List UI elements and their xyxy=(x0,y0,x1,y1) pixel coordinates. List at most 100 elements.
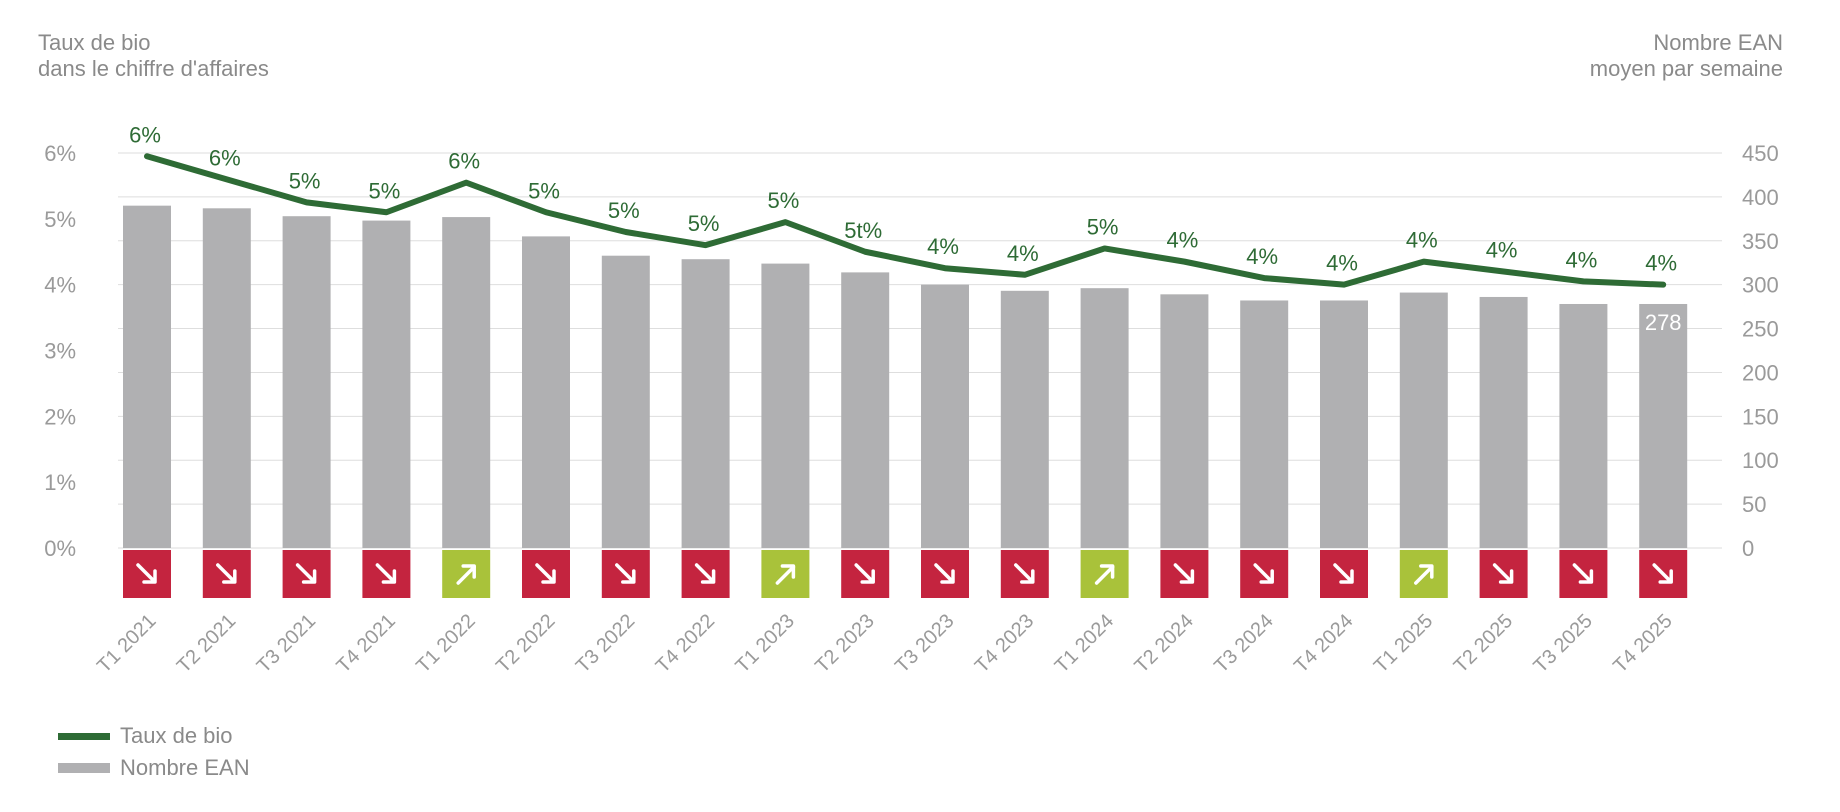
left-tick-label: 3% xyxy=(44,339,76,364)
right-tick-label: 450 xyxy=(1742,141,1779,166)
category-label: T4 2025 xyxy=(1609,610,1676,677)
trend-down-icon xyxy=(1240,550,1289,598)
trend-down-icon xyxy=(1000,550,1049,598)
category-label: T3 2022 xyxy=(572,610,639,677)
trend-up-icon xyxy=(1399,550,1448,598)
left-axis-ticks: 0% 1% 2% 3% 4% 5% 6% xyxy=(44,141,76,561)
bar xyxy=(1240,300,1289,548)
trend-down-icon xyxy=(362,550,411,598)
bar xyxy=(1639,303,1688,548)
category-label: T1 2023 xyxy=(731,610,798,677)
line-value-label: 4% xyxy=(1566,247,1598,272)
line-value-label: 5% xyxy=(1087,214,1119,239)
bars: 278 xyxy=(123,205,1688,549)
trend-down-icon xyxy=(1559,550,1608,598)
bar xyxy=(1000,290,1049,548)
trend-down-icon xyxy=(1479,550,1528,598)
category-label: T1 2022 xyxy=(412,610,479,677)
legend-item-line: Taux de bio xyxy=(58,720,250,752)
bar xyxy=(761,263,810,548)
legend-bar-swatch xyxy=(58,763,110,773)
bar xyxy=(681,259,730,548)
line-value-label: 4% xyxy=(927,234,959,259)
trend-down-icon xyxy=(1160,550,1209,598)
line-value-labels: 6% 6% 5% 5% 6% 5% 5% 5% 5% 5t% 4% 4% 5% 4% 4% 4% 4% 4% 4% 4… xyxy=(129,122,1677,275)
legend-item-bar: Nombre EAN xyxy=(58,752,250,784)
category-label: T2 2024 xyxy=(1130,610,1197,677)
right-tick-label: 50 xyxy=(1742,492,1766,517)
category-label: T1 2024 xyxy=(1051,610,1118,677)
bar xyxy=(1479,296,1528,548)
category-label: T4 2022 xyxy=(652,610,719,677)
category-label: T2 2025 xyxy=(1450,610,1517,677)
bar xyxy=(841,272,890,548)
left-axis-title: Taux de bio dans le chiffre d'affaires xyxy=(38,30,269,82)
right-axis-title-line-2: moyen par semaine xyxy=(1589,56,1783,81)
category-label: T3 2021 xyxy=(253,610,320,677)
bar xyxy=(362,220,411,549)
left-tick-label: 0% xyxy=(44,536,76,561)
trend-up-icon xyxy=(761,550,810,598)
category-labels: T1 2021 T2 2021 T3 2021 T4 2021 T1 2022 T2 20… xyxy=(93,610,1677,677)
right-tick-label: 0 xyxy=(1742,536,1754,561)
left-axis-title-line-1: Taux de bio xyxy=(38,30,151,55)
line-value-label: 5% xyxy=(768,188,800,213)
bar xyxy=(1160,294,1209,548)
right-tick-label: 350 xyxy=(1742,229,1779,254)
trend-up-icon xyxy=(1080,550,1129,598)
right-tick-label: 150 xyxy=(1742,404,1779,429)
bar xyxy=(442,217,491,549)
trend-down-icon xyxy=(601,550,650,598)
legend-label-bar: Nombre EAN xyxy=(120,755,250,780)
bar xyxy=(921,284,969,548)
category-label: T4 2024 xyxy=(1290,610,1357,677)
category-label: T1 2021 xyxy=(93,610,160,677)
right-tick-label: 100 xyxy=(1742,448,1779,473)
line-value-label: 5t% xyxy=(844,218,882,243)
bar xyxy=(282,216,331,548)
line-value-label: 6% xyxy=(129,122,161,147)
line-value-label: 5% xyxy=(688,211,720,236)
line-series xyxy=(144,153,1667,288)
trend-down-icon xyxy=(522,550,570,598)
line-value-label: 4% xyxy=(1246,244,1278,269)
category-label: T2 2023 xyxy=(811,610,878,677)
line-value-label: 4% xyxy=(1645,251,1677,276)
trend-down-icon xyxy=(1639,550,1688,598)
bar xyxy=(601,255,650,548)
left-tick-label: 5% xyxy=(44,207,76,232)
bar xyxy=(1559,303,1608,548)
right-tick-label: 400 xyxy=(1742,185,1779,210)
category-label: T3 2025 xyxy=(1529,610,1596,677)
line-value-label: 5% xyxy=(528,178,560,203)
right-axis-title-line-1: Nombre EAN xyxy=(1653,30,1783,55)
line-value-label: 6% xyxy=(448,149,480,174)
line-value-label: 4% xyxy=(1486,238,1518,263)
bar xyxy=(1320,300,1368,548)
bar xyxy=(123,205,171,548)
trend-down-icon xyxy=(282,550,331,598)
left-tick-label: 1% xyxy=(44,470,76,495)
trend-down-icon xyxy=(921,550,969,598)
line-value-label: 5% xyxy=(289,168,321,193)
category-label: T3 2024 xyxy=(1210,610,1277,677)
trend-down-icon xyxy=(1320,550,1368,598)
right-tick-label: 250 xyxy=(1742,317,1779,342)
right-tick-label: 300 xyxy=(1742,273,1779,298)
right-axis-ticks: 0 50 100 150 200 250 300 350 400 450 xyxy=(1742,141,1779,561)
line-value-label: 4% xyxy=(1167,228,1199,253)
trend-down-icon xyxy=(123,550,171,598)
line-value-label: 6% xyxy=(209,145,241,170)
category-label: T2 2021 xyxy=(173,610,240,677)
line-series-path xyxy=(144,153,1667,288)
category-label: T2 2022 xyxy=(492,610,559,677)
legend: Taux de bio Nombre EAN xyxy=(58,720,250,784)
trend-up-icon xyxy=(442,550,491,598)
bar-value-label: 278 xyxy=(1645,310,1682,335)
right-axis-title: Nombre EAN moyen par semaine xyxy=(1590,30,1783,82)
category-label: T1 2025 xyxy=(1370,610,1437,677)
line-value-label: 5% xyxy=(608,198,640,223)
category-label: T3 2023 xyxy=(891,610,958,677)
trend-down-icon xyxy=(681,550,730,598)
